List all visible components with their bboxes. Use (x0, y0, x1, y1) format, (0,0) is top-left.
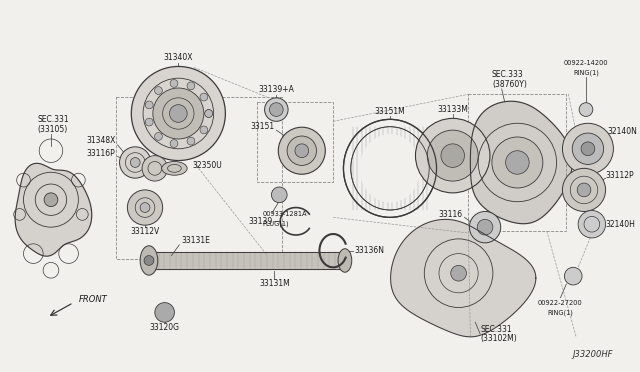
Circle shape (578, 211, 605, 238)
Ellipse shape (140, 246, 158, 275)
Circle shape (187, 82, 195, 90)
Bar (257, 102, 333, 182)
Circle shape (205, 110, 212, 118)
Circle shape (563, 169, 605, 211)
Polygon shape (390, 219, 536, 337)
Circle shape (415, 118, 490, 193)
Text: 33112V: 33112V (131, 227, 159, 235)
Text: 31348X: 31348X (86, 137, 116, 145)
Text: 33112P: 33112P (605, 171, 634, 180)
Text: (33102M): (33102M) (480, 334, 517, 343)
Circle shape (131, 158, 140, 167)
Circle shape (295, 144, 308, 158)
Text: RING(1): RING(1) (573, 69, 599, 76)
Circle shape (287, 136, 317, 166)
Circle shape (269, 103, 283, 116)
Polygon shape (15, 163, 92, 256)
Circle shape (581, 142, 595, 155)
Text: 33131M: 33131M (259, 279, 290, 288)
Circle shape (131, 67, 225, 161)
Circle shape (142, 155, 168, 181)
Text: 33116: 33116 (438, 210, 463, 219)
Text: 33151M: 33151M (374, 107, 405, 116)
Circle shape (469, 211, 500, 243)
Circle shape (187, 137, 195, 145)
Text: 33139+A: 33139+A (259, 86, 294, 94)
Text: 32350U: 32350U (192, 161, 222, 170)
Circle shape (577, 183, 591, 197)
Text: 33133M: 33133M (437, 105, 468, 114)
Circle shape (200, 126, 208, 134)
Circle shape (170, 80, 178, 87)
Text: SEC.331: SEC.331 (480, 324, 512, 334)
Circle shape (477, 219, 493, 235)
Text: 32140N: 32140N (607, 126, 637, 136)
Text: RING(1): RING(1) (548, 309, 573, 316)
Text: PLUG(1): PLUG(1) (262, 221, 289, 227)
Ellipse shape (162, 161, 187, 175)
Circle shape (278, 127, 325, 174)
Circle shape (153, 88, 204, 139)
Circle shape (155, 302, 175, 322)
Circle shape (145, 101, 153, 109)
Text: 33131E: 33131E (181, 236, 210, 246)
Text: (38760Y): (38760Y) (492, 80, 527, 89)
Text: 33120G: 33120G (150, 323, 180, 331)
Circle shape (145, 118, 153, 126)
Circle shape (564, 267, 582, 285)
Circle shape (170, 105, 187, 122)
Text: J33200HF: J33200HF (572, 350, 612, 359)
Text: SEC.333: SEC.333 (492, 70, 524, 79)
Text: 00922-27200: 00922-27200 (538, 299, 583, 306)
Circle shape (205, 110, 212, 118)
Circle shape (140, 203, 150, 212)
Circle shape (154, 87, 163, 94)
Polygon shape (470, 101, 572, 224)
Text: 33139: 33139 (248, 217, 273, 226)
Text: 33116P: 33116P (87, 149, 116, 158)
Text: 00922-14200: 00922-14200 (564, 60, 608, 65)
Text: FRONT: FRONT (78, 295, 107, 304)
Circle shape (154, 132, 163, 140)
Circle shape (506, 151, 529, 174)
Text: 31340X: 31340X (164, 53, 193, 62)
Circle shape (572, 133, 604, 164)
Circle shape (441, 144, 465, 167)
Circle shape (127, 190, 163, 225)
Text: (33105): (33105) (37, 125, 67, 134)
Text: 32140H: 32140H (605, 220, 636, 229)
Ellipse shape (338, 249, 352, 272)
Text: 33136N: 33136N (355, 246, 385, 255)
Circle shape (44, 193, 58, 206)
Circle shape (120, 147, 151, 178)
Circle shape (170, 140, 178, 147)
Circle shape (579, 103, 593, 116)
Ellipse shape (360, 134, 420, 203)
Text: SEC.331: SEC.331 (37, 115, 69, 124)
Circle shape (563, 123, 613, 174)
Circle shape (428, 130, 478, 181)
Circle shape (200, 93, 208, 101)
Text: 00933-1281A: 00933-1281A (262, 211, 307, 217)
Circle shape (264, 98, 288, 121)
Circle shape (271, 187, 287, 203)
Bar (116, 97, 282, 259)
Text: 33151: 33151 (250, 122, 275, 131)
Bar (468, 94, 566, 231)
Circle shape (451, 265, 467, 281)
Circle shape (144, 256, 154, 265)
Circle shape (492, 137, 543, 188)
